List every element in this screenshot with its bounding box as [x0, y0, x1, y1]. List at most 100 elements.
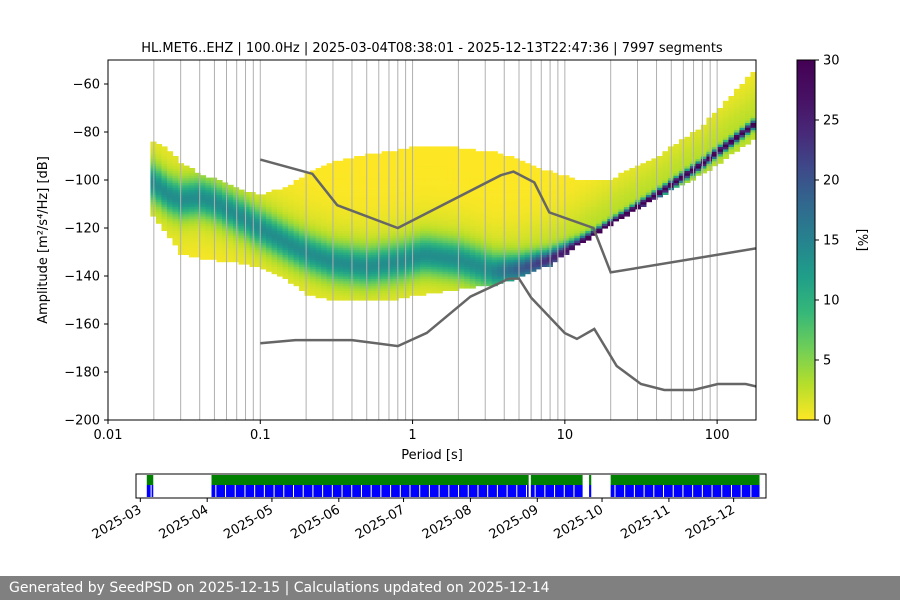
psd-cell [447, 247, 454, 251]
psd-cell [458, 271, 465, 275]
psd-cell [271, 211, 278, 215]
psd-cell [447, 204, 454, 207]
psd-cell [216, 208, 223, 212]
psd-cell [414, 220, 421, 224]
psd-cell [585, 206, 592, 210]
psd-cell [392, 297, 399, 301]
psd-cell [249, 264, 256, 267]
psd-cell [255, 220, 262, 224]
psd-cell [519, 208, 526, 212]
psd-cell [359, 252, 366, 255]
psd-cell [442, 218, 449, 222]
psd-cell [431, 199, 438, 203]
psd-cell [315, 249, 322, 253]
psd-cell [557, 240, 564, 243]
psd-cell [508, 182, 515, 186]
psd-cell [590, 208, 597, 212]
psd-cell [524, 208, 531, 212]
psd-cell [469, 160, 476, 164]
psd-cell [155, 175, 163, 179]
psd-cell [447, 192, 454, 195]
psd-cell [447, 278, 454, 282]
psd-cell [326, 237, 333, 241]
psd-cell [172, 170, 179, 174]
psd-cell [310, 259, 317, 263]
psd-cell [519, 235, 526, 239]
psd-cell [508, 220, 515, 224]
psd-cell [744, 81, 752, 85]
psd-cell [359, 160, 366, 164]
psd-cell [244, 247, 251, 251]
psd-cell [227, 223, 234, 227]
psd-cell [420, 168, 427, 171]
psd-cell [321, 182, 328, 186]
psd-cell [486, 237, 493, 241]
psd-cell [524, 230, 531, 234]
psd-cell [403, 160, 410, 164]
psd-cell [673, 151, 680, 155]
psd-cell [282, 208, 289, 212]
psd-cell [315, 237, 322, 241]
psd-cell [442, 232, 449, 236]
psd-cell [475, 254, 482, 258]
psd-cell [315, 201, 322, 205]
psd-cell [640, 187, 647, 191]
psd-cell [277, 208, 284, 212]
psd-cell [266, 249, 273, 253]
psd-cell [700, 141, 708, 145]
psd-cell [194, 177, 201, 181]
psd-cell [370, 208, 377, 212]
psd-cell [502, 240, 509, 243]
psd-cell [392, 153, 399, 157]
psd-cell [530, 268, 537, 272]
psd-cell [491, 230, 498, 234]
psd-cell [403, 158, 410, 162]
psd-cell [491, 192, 498, 195]
psd-cell [453, 259, 460, 263]
psd-cell [425, 199, 432, 203]
psd-cell [337, 177, 344, 181]
psd-cell [260, 228, 267, 231]
psd-cell [216, 201, 223, 205]
psd-cell [684, 144, 691, 147]
psd-cell [310, 170, 317, 174]
psd-cell [244, 232, 251, 236]
psd-cell [183, 182, 190, 186]
psd-cell [728, 122, 735, 126]
psd-cell [183, 189, 190, 193]
psd-cell [420, 288, 427, 291]
psd-cell [711, 117, 719, 121]
psd-cell [354, 235, 361, 239]
psd-cell [453, 151, 460, 155]
psd-cell [414, 177, 421, 181]
psd-cell [508, 259, 515, 263]
psd-cell [656, 163, 664, 167]
psd-cell [403, 280, 410, 284]
y-tick-label: −120 [64, 222, 100, 237]
psd-cell [249, 223, 256, 227]
psd-cell [568, 213, 575, 217]
psd-cell [458, 213, 465, 217]
psd-cell [304, 247, 311, 251]
psd-cell [458, 268, 465, 272]
psd-cell [370, 276, 377, 279]
psd-cell [728, 110, 735, 114]
psd-cell [733, 100, 741, 104]
psd-cell [431, 252, 438, 255]
psd-cell [442, 216, 449, 219]
psd-cell [480, 252, 487, 255]
psd-cell [442, 187, 449, 191]
psd-cell [469, 254, 476, 258]
psd-cell [673, 144, 680, 147]
psd-cell [233, 218, 240, 222]
psd-cell [684, 172, 691, 176]
psd-cell [535, 256, 542, 260]
psd-cell [508, 242, 515, 246]
psd-cell [458, 283, 465, 287]
psd-cell [541, 180, 548, 183]
psd-cell [689, 134, 697, 138]
psd-cell [392, 192, 399, 195]
psd-cell [706, 122, 713, 126]
psd-cell [398, 151, 405, 155]
psd-cell [722, 153, 730, 157]
